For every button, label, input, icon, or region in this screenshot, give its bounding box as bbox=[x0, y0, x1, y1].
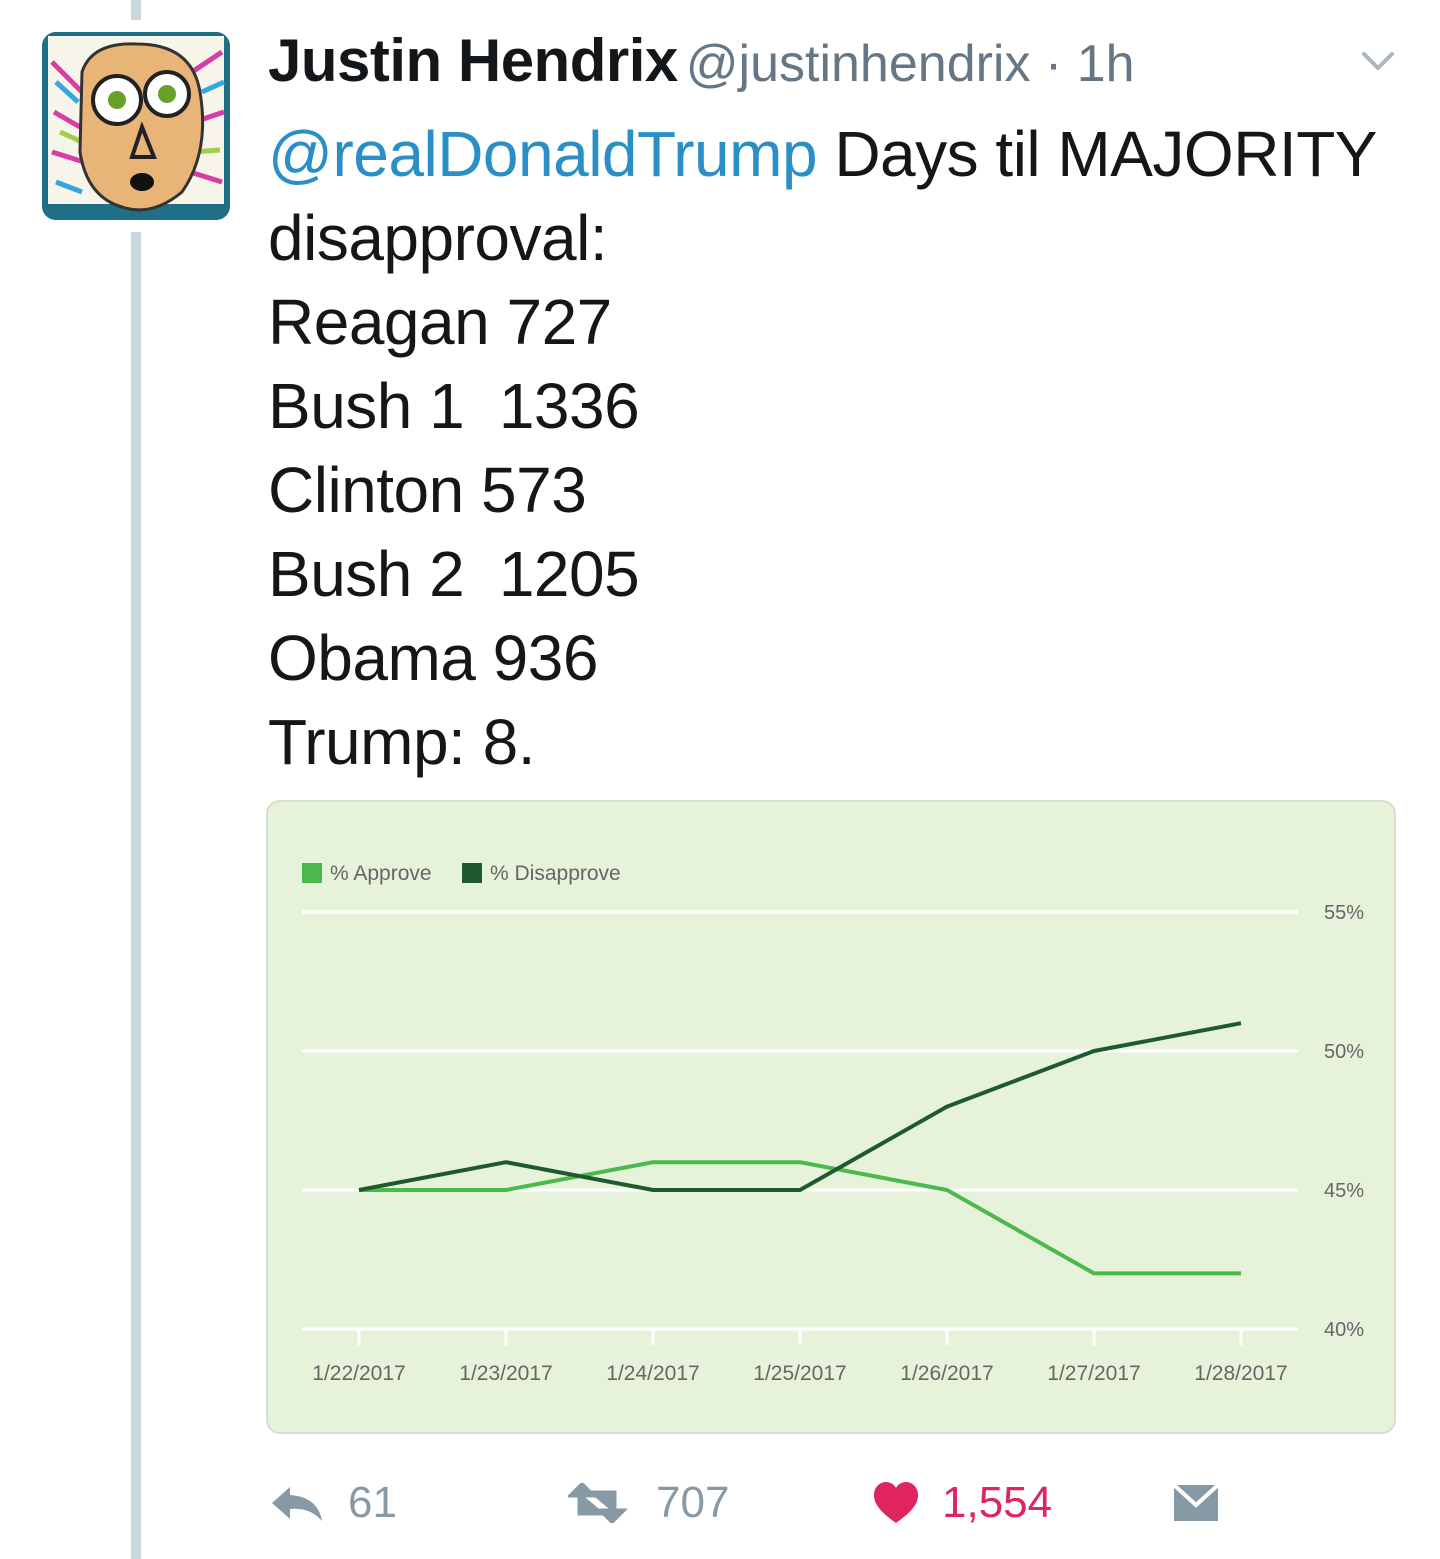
chart-card[interactable]: 55% 50% 45% 40% 1/22/2017 1/23/2017 1/24/2017 1… bbox=[266, 800, 1396, 1434]
retweet-button[interactable]: 707 bbox=[568, 1468, 729, 1538]
tweet-line: Trump: 8. bbox=[268, 706, 535, 778]
x-tick-label: 1/27/2017 bbox=[1047, 1362, 1140, 1385]
y-tick-label: 40% bbox=[1324, 1319, 1364, 1341]
x-tick-label: 1/23/2017 bbox=[459, 1362, 552, 1385]
y-tick-label: 55% bbox=[1324, 902, 1364, 924]
chevron-down-icon bbox=[1362, 52, 1394, 70]
timestamp[interactable]: · 1h bbox=[1030, 35, 1135, 93]
tweet-actions: 61 707 1,554 bbox=[268, 1468, 1408, 1538]
disapprove-line bbox=[358, 1021, 1242, 1192]
legend-swatch-disapprove bbox=[462, 863, 482, 883]
heart-icon bbox=[874, 1482, 918, 1523]
tweet-line: disapproval: bbox=[268, 202, 608, 274]
retweet-count: 707 bbox=[656, 1478, 730, 1527]
avatar[interactable] bbox=[42, 32, 230, 220]
tweet-line: Obama 936 bbox=[268, 622, 598, 694]
reply-icon bbox=[272, 1487, 322, 1521]
tweet-text: @realDonaldTrump Days til MAJORITY disap… bbox=[268, 112, 1408, 784]
thread-line bbox=[131, 232, 141, 1559]
avatar-drawing-icon bbox=[42, 32, 230, 220]
tweet-line: Reagan 727 bbox=[268, 286, 612, 358]
y-tick-label: 50% bbox=[1324, 1041, 1364, 1063]
mention-link[interactable]: @realDonaldTrump bbox=[268, 118, 818, 190]
legend-label-approve: % Approve bbox=[330, 862, 432, 885]
tweet-header: Justin Hendrix @justinhendrix · 1h bbox=[268, 26, 1135, 96]
like-button[interactable]: 1,554 bbox=[872, 1468, 1052, 1538]
legend-swatch-approve bbox=[302, 863, 322, 883]
x-tick-label: 1/28/2017 bbox=[1194, 1362, 1287, 1385]
author-name[interactable]: Justin Hendrix bbox=[268, 27, 678, 94]
reply-count: 61 bbox=[348, 1478, 397, 1527]
thread-line-top bbox=[131, 0, 141, 20]
tweet-line: Bush 2 1205 bbox=[268, 538, 640, 610]
approval-chart: 55% 50% 45% 40% 1/22/2017 1/23/2017 1/24/2017 1… bbox=[302, 862, 1364, 1385]
tweet-line: Clinton 573 bbox=[268, 454, 587, 526]
author-handle[interactable]: @justinhendrix bbox=[685, 35, 1031, 93]
envelope-icon bbox=[1172, 1483, 1220, 1521]
x-tick-label: 1/25/2017 bbox=[753, 1362, 846, 1385]
x-tick-label: 1/24/2017 bbox=[606, 1362, 699, 1385]
reply-button[interactable]: 61 bbox=[268, 1468, 397, 1538]
like-count: 1,554 bbox=[942, 1478, 1053, 1527]
tweet-line-1: @realDonaldTrump Days til MAJORITY bbox=[268, 112, 1408, 196]
tweet-line: Bush 1 1336 bbox=[268, 370, 640, 442]
retweet-icon bbox=[568, 1483, 629, 1523]
tweet-menu-button[interactable] bbox=[1358, 46, 1398, 76]
direct-message-button[interactable] bbox=[1172, 1468, 1242, 1538]
legend-label-disapprove: % Disapprove bbox=[490, 862, 621, 885]
y-tick-label: 45% bbox=[1324, 1180, 1364, 1202]
x-tick-label: 1/22/2017 bbox=[312, 1362, 405, 1385]
approve-line bbox=[359, 1160, 1241, 1276]
x-tick-label: 1/26/2017 bbox=[900, 1362, 993, 1385]
tweet-line-text: Days til MAJORITY bbox=[817, 118, 1377, 190]
